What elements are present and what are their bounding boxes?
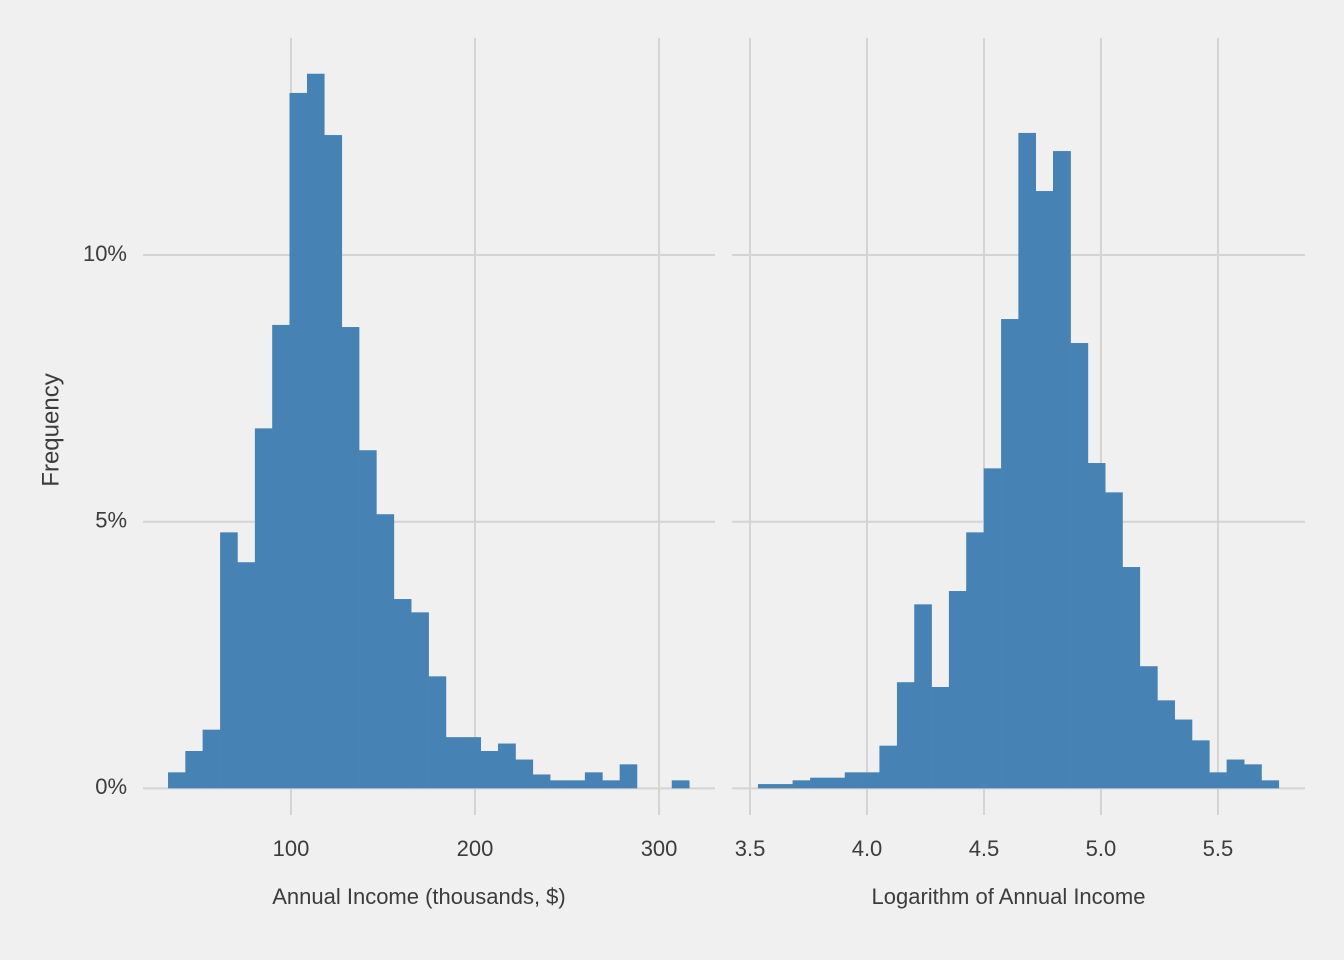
- bar: [1035, 191, 1054, 789]
- bar: [168, 772, 186, 789]
- bar: [619, 764, 638, 789]
- bar: [515, 759, 534, 789]
- bar: [1244, 764, 1262, 789]
- bar: [376, 514, 395, 789]
- bar: [202, 729, 221, 789]
- bar: [480, 751, 499, 789]
- bar: [810, 777, 828, 789]
- bar: [671, 780, 690, 789]
- bar: [550, 780, 568, 789]
- bar: [254, 428, 273, 789]
- bar: [862, 772, 880, 789]
- bar: [844, 772, 863, 789]
- bar: [584, 772, 603, 789]
- bar: [393, 599, 412, 789]
- bar: [463, 737, 482, 789]
- y-axis-title: Frequency: [37, 373, 64, 486]
- x-tick-label: 4.0: [852, 836, 883, 861]
- bar: [445, 737, 464, 789]
- bar: [602, 780, 620, 789]
- x-axis-title: Annual Income (thousands, $): [272, 884, 566, 909]
- bar: [185, 751, 203, 789]
- x-axis-title: Logarithm of Annual Income: [872, 884, 1146, 909]
- x-tick-label: 5.5: [1203, 836, 1234, 861]
- bar: [306, 73, 325, 789]
- bar: [1261, 780, 1280, 789]
- bar: [237, 562, 256, 789]
- bar: [896, 682, 915, 789]
- bar: [1139, 666, 1158, 789]
- bar: [1018, 132, 1036, 789]
- bar: [1209, 772, 1227, 789]
- bar: [220, 532, 238, 789]
- x-tick-label: 100: [273, 836, 310, 861]
- y-tick-label: 0%: [95, 774, 127, 799]
- bar: [324, 135, 343, 789]
- bar: [757, 784, 776, 789]
- y-tick-label: 10%: [83, 241, 127, 266]
- bar: [532, 774, 551, 789]
- bar: [827, 777, 846, 789]
- x-tick-label: 200: [457, 836, 494, 861]
- bar: [289, 92, 308, 789]
- bar: [1174, 719, 1193, 789]
- bar: [428, 676, 447, 789]
- bar: [1070, 343, 1089, 789]
- bar: [272, 324, 290, 789]
- bar: [498, 743, 516, 789]
- bar: [792, 780, 811, 789]
- bar: [1191, 740, 1210, 789]
- bar: [1157, 700, 1175, 789]
- bar: [775, 784, 793, 789]
- x-tick-label: 300: [641, 836, 678, 861]
- bar: [948, 591, 967, 789]
- bar: [1087, 463, 1106, 789]
- x-tick-label: 4.5: [969, 836, 1000, 861]
- bar: [931, 687, 950, 789]
- bar: [879, 745, 898, 789]
- bar: [341, 327, 360, 789]
- bar: [567, 780, 586, 789]
- bar: [983, 468, 1002, 789]
- x-tick-label: 5.0: [1086, 836, 1117, 861]
- bar: [1122, 567, 1141, 789]
- y-tick-label: 5%: [95, 508, 127, 533]
- bar: [1001, 319, 1019, 789]
- bar: [966, 532, 985, 789]
- bar: [1226, 759, 1245, 789]
- bar: [411, 612, 429, 789]
- bar: [914, 604, 932, 789]
- bar: [1105, 492, 1123, 789]
- bar: [1053, 151, 1071, 789]
- bar: [359, 450, 377, 789]
- x-tick-label: 3.5: [735, 836, 766, 861]
